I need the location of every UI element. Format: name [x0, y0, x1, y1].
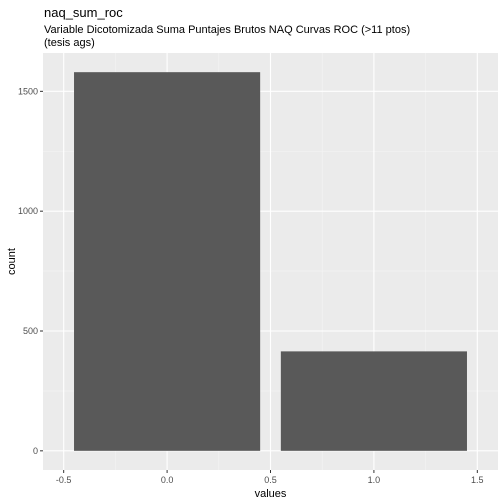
x-tick-label: 0.5 [264, 475, 277, 485]
x-axis-title: values [255, 488, 287, 500]
y-tick-label: 0 [33, 446, 38, 456]
x-tick-label: 0.0 [161, 475, 174, 485]
chart-title: naq_sum_roc [44, 5, 123, 20]
bar-1 [280, 351, 467, 451]
y-tick-label: 500 [23, 326, 38, 336]
x-tick-label: -0.5 [56, 475, 72, 485]
x-axis: -0.5 0.0 0.5 1.0 1.5 [56, 470, 484, 485]
chart-subtitle-line-1: Variable Dicotomizada Suma Puntajes Brut… [44, 24, 411, 36]
y-axis: 0 500 1000 1500 [18, 86, 43, 456]
chart-subtitle-line-2: (tesis ags) [44, 37, 95, 49]
y-axis-title: count [6, 248, 18, 275]
x-tick-label: 1.0 [368, 475, 381, 485]
y-tick-label: 1500 [18, 86, 38, 96]
bars [74, 72, 467, 451]
bar-0 [74, 72, 261, 451]
y-tick-label: 1000 [18, 206, 38, 216]
x-tick-label: 1.5 [471, 475, 484, 485]
chart-subtitle: Variable Dicotomizada Suma Puntajes Brut… [44, 24, 410, 50]
